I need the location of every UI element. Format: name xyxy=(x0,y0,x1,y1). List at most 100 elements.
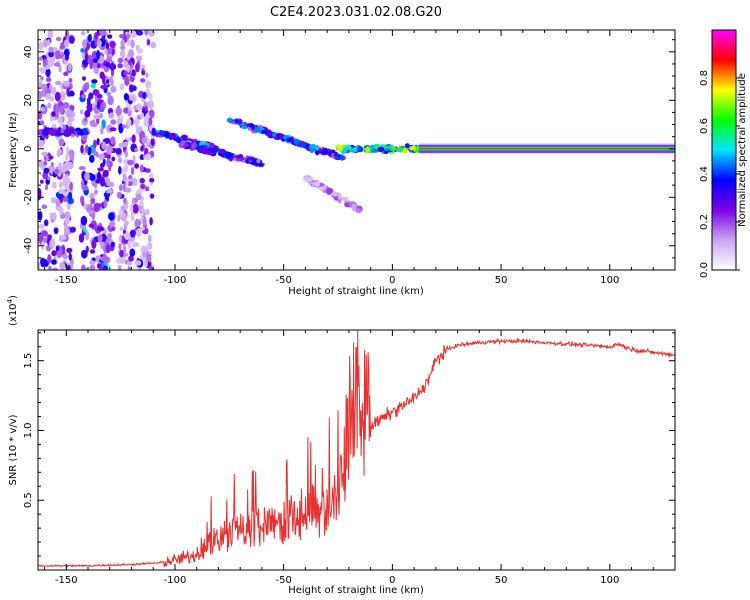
noise-speckle xyxy=(136,193,142,201)
trace-blob xyxy=(336,146,343,152)
noise-speckle xyxy=(129,30,137,38)
noise-speckle xyxy=(124,149,128,158)
noise-speckle xyxy=(94,32,99,39)
noise-speckle xyxy=(146,101,150,107)
noise-speckle xyxy=(124,220,129,226)
trace-blob xyxy=(321,150,329,155)
noise-speckle xyxy=(60,166,68,173)
noise-speckle xyxy=(100,256,105,262)
noise-speckle xyxy=(126,38,131,46)
noise-speckle xyxy=(58,248,63,255)
noise-speckle xyxy=(117,214,121,222)
noise-speckle xyxy=(47,254,52,264)
x-tick-label: -50 xyxy=(275,275,291,286)
noise-speckle xyxy=(99,71,105,80)
noise-speckle xyxy=(49,84,52,90)
trace-blob xyxy=(234,118,239,124)
steady-signal-band xyxy=(418,148,675,150)
noise-speckle xyxy=(90,197,96,204)
noise-speckle xyxy=(62,102,70,109)
noise-speckle xyxy=(115,258,123,264)
noise-speckle xyxy=(136,228,142,237)
noise-speckle xyxy=(90,82,96,89)
noise-speckle xyxy=(140,226,145,231)
noise-speckle xyxy=(117,57,124,64)
noise-speckle xyxy=(54,50,61,60)
noise-speckle xyxy=(38,210,43,221)
noise-speckle xyxy=(134,219,141,228)
noise-speckle xyxy=(106,91,112,97)
noise-speckle xyxy=(82,39,87,49)
snr-y-multiplier: (x104) xyxy=(6,295,19,326)
trace-blob xyxy=(299,141,307,148)
noise-speckle xyxy=(105,243,111,254)
noise-speckle xyxy=(48,155,54,160)
noise-speckle xyxy=(96,94,103,99)
noise-speckle xyxy=(148,92,153,100)
noise-speckle xyxy=(47,102,52,109)
noise-speckle xyxy=(123,141,129,148)
noise-speckle xyxy=(135,62,140,73)
noise-speckle xyxy=(47,58,55,68)
noise-speckle xyxy=(108,181,115,188)
noise-speckle xyxy=(91,239,97,250)
noise-speckle xyxy=(58,162,62,169)
trace-blob xyxy=(254,126,261,133)
noise-speckle xyxy=(127,110,132,117)
noise-speckle xyxy=(147,234,152,243)
noise-speckle xyxy=(40,257,46,268)
noise-speckle xyxy=(91,79,98,84)
noise-speckle xyxy=(110,136,116,145)
noise-speckle xyxy=(93,139,97,149)
noise-speckle xyxy=(100,126,104,135)
noise-speckle xyxy=(139,200,144,207)
noise-speckle xyxy=(110,119,117,125)
colorbar-tick-label: 0.2 xyxy=(699,214,710,230)
noise-speckle xyxy=(38,261,41,270)
noise-speckle xyxy=(145,186,150,192)
noise-speckle xyxy=(46,77,52,83)
chart-title: C2E4.2023.031.02.08.G20 xyxy=(270,5,442,20)
trace-blob xyxy=(314,180,321,187)
noise-speckle xyxy=(148,266,154,270)
y-tick-label: 40 xyxy=(23,45,34,58)
x-tick-label: 0 xyxy=(389,575,395,586)
noise-speckle xyxy=(105,61,111,68)
trace-blob xyxy=(345,144,352,150)
noise-speckle xyxy=(79,109,84,115)
x-tick-label: 50 xyxy=(495,575,508,586)
noise-speckle xyxy=(108,166,112,172)
noise-speckle xyxy=(122,124,127,129)
y-tick-label: 1.0 xyxy=(23,423,34,439)
noise-speckle xyxy=(144,30,149,36)
noise-speckle xyxy=(116,191,122,199)
noise-speckle xyxy=(108,76,113,83)
noise-speckle xyxy=(118,165,122,175)
noise-speckle xyxy=(136,103,143,111)
noise-speckle xyxy=(59,262,66,270)
noise-speckle xyxy=(123,244,127,254)
noise-speckle xyxy=(40,83,48,90)
noise-speckle xyxy=(107,47,113,55)
noise-speckle xyxy=(127,266,131,270)
colorbar-gradient xyxy=(711,29,737,271)
noise-speckle xyxy=(54,62,60,67)
noise-speckle xyxy=(149,172,154,180)
noise-speckle xyxy=(96,101,101,110)
y-tick-label: 0.5 xyxy=(23,492,34,508)
noise-speckle xyxy=(123,60,129,69)
noise-speckle xyxy=(51,111,56,117)
noise-speckle xyxy=(115,106,122,116)
noise-speckle xyxy=(142,245,147,253)
noise-speckle xyxy=(38,78,43,83)
trace-blob xyxy=(211,147,218,153)
y-tick-label: -20 xyxy=(23,189,34,205)
noise-speckle xyxy=(140,64,146,69)
trace-blob xyxy=(364,146,371,153)
noise-speckle xyxy=(132,242,140,248)
trace-blob xyxy=(341,197,346,202)
noise-speckle xyxy=(107,34,113,39)
noise-speckle xyxy=(54,91,61,102)
noise-speckle xyxy=(44,184,49,191)
trace-blob xyxy=(314,148,320,156)
